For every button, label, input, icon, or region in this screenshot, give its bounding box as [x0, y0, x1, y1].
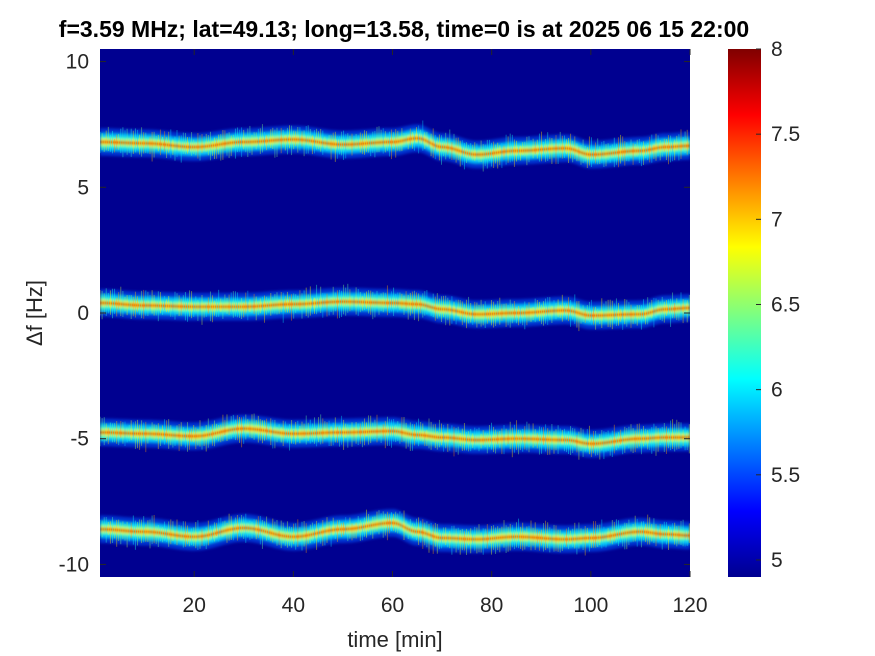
- signal-band-2: [100, 287, 690, 330]
- signal-band-1: [100, 124, 690, 169]
- y-tick-label: -10: [59, 553, 89, 576]
- band-layer: [100, 137, 690, 156]
- y-tick-label: 10: [66, 51, 89, 74]
- y-tick-label: 0: [77, 302, 89, 325]
- x-tick-label: 80: [480, 594, 503, 617]
- x-tick-label: 120: [672, 594, 707, 617]
- colorbar-tick-label: 7: [771, 208, 783, 231]
- colorbar-tick-label: 6: [771, 379, 783, 402]
- signal-band-4: [100, 509, 690, 554]
- colorbar: [728, 49, 761, 577]
- colorbar-tick-label: 8: [771, 38, 783, 61]
- band-layer: [100, 296, 690, 321]
- x-tick-label: 60: [381, 594, 404, 617]
- band-layer: [100, 298, 690, 319]
- colorbar-tick-label: 5: [771, 549, 783, 572]
- band-speckle: [100, 509, 690, 556]
- x-tick-label: 20: [183, 594, 206, 617]
- band-layer: [100, 300, 690, 317]
- band-layer: [100, 519, 690, 543]
- x-axis-ticks: 20 40 60 80 100 120: [183, 49, 708, 617]
- chart-title: f=3.59 MHz; lat=49.13; long=13.58, time=…: [59, 16, 749, 42]
- colorbar-tick-label: 7.5: [771, 123, 800, 146]
- x-tick-label: 40: [282, 594, 305, 617]
- y-tick-label: 5: [77, 176, 89, 199]
- colorbar-tick-label: 6.5: [771, 293, 800, 316]
- band-speckle: [100, 120, 690, 172]
- band-speckle: [100, 283, 690, 332]
- signal-band-3: [100, 414, 690, 458]
- colorbar-ticks: 5 5.5 6 6.5 7 7.5 8: [756, 38, 800, 572]
- y-tick-label: -5: [70, 428, 89, 451]
- y-axis-label: Δf [Hz]: [22, 280, 47, 346]
- band-layer: [100, 425, 690, 447]
- colorbar-tick-label: 5.5: [771, 464, 800, 487]
- y-axis-ticks: -10 -5 0 5 10: [59, 51, 690, 576]
- band-speckle: [100, 413, 690, 460]
- band-layer: [100, 427, 690, 445]
- x-tick-label: 100: [573, 594, 608, 617]
- x-axis-label: time [min]: [347, 627, 442, 652]
- signal-bands: [100, 120, 690, 556]
